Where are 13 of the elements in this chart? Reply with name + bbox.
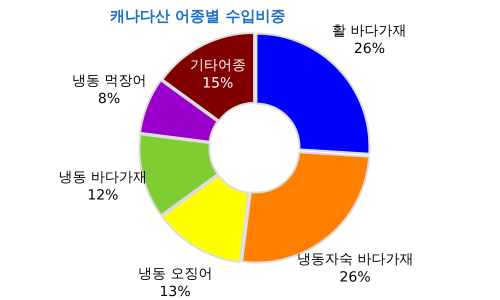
- chart-title: 캐나다산 어종별 수입비중: [110, 6, 286, 25]
- data-label: 12%: [87, 188, 118, 204]
- slice-label: 기타어종: [190, 58, 246, 74]
- slice-label: 냉동 먹장어: [72, 72, 146, 89]
- data-label: 26%: [354, 41, 386, 58]
- slice-label: 활 바다가재: [332, 23, 407, 40]
- data-label: 26%: [340, 270, 371, 286]
- data-label: 15%: [202, 76, 234, 92]
- data-label: 8%: [98, 90, 120, 107]
- slice-label: 냉동자숙 바다가재: [296, 252, 414, 268]
- slice-label: 냉동 바다가재: [58, 170, 148, 186]
- slice-label: 냉동 오징어: [138, 266, 212, 282]
- data-label: 13%: [160, 284, 191, 300]
